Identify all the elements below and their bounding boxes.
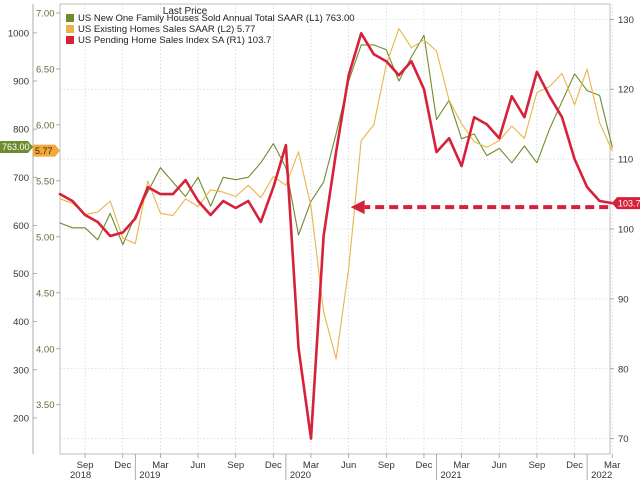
tick-label-l1: 600 (13, 221, 29, 232)
tick-label-l1: 400 (13, 317, 29, 328)
tick-label-x: Sep (77, 460, 94, 471)
axis-l2: 3.50 4.00 4.50 5.00 5.50 6.00 6.50 7.00 (36, 8, 60, 411)
legend-entry: US New One Family Houses Sold Annual Tot… (78, 13, 355, 24)
legend-entry: US Pending Home Sales Index SA (R1) 103.… (78, 35, 271, 46)
tick-label-l2: 5.50 (36, 176, 55, 187)
tick-label-l1: 500 (13, 269, 29, 280)
annotation-arrow (350, 200, 609, 215)
series-line-s1 (59, 34, 613, 246)
series-line-s3 (58, 31, 614, 440)
tick-label-x: Mar (303, 460, 319, 471)
value-badge-text: 103.7 (618, 198, 640, 208)
plot-area (59, 3, 611, 455)
tick-label-x: Mar (604, 460, 620, 471)
year-label: 2019 (139, 470, 160, 481)
tick-label-l2: 7.00 (36, 8, 55, 19)
tick-label-x: Jun (190, 460, 205, 471)
tick-label-l1: 1000 (8, 28, 29, 39)
year-label: 2018 (70, 470, 91, 481)
tick-label-r1: 120 (618, 85, 634, 96)
tick-label-x: Jun (341, 460, 356, 471)
tick-label-l2: 4.50 (36, 288, 55, 299)
legend-swatch (66, 25, 74, 33)
tick-label-l2: 6.50 (36, 64, 55, 75)
tick-label-x: Jun (492, 460, 507, 471)
x-axis: Sep Dec Mar Jun Sep Dec Mar Jun Sep Dec Mar Jun Sep D… (70, 454, 620, 481)
value-badge-s2: 5.77 (33, 144, 60, 157)
tick-label-x: Sep (227, 460, 244, 471)
tick-label-x: Mar (152, 460, 168, 471)
axis-l1: 200 300 400 500 600 700 800 900 1000 (8, 4, 37, 454)
year-label: 2021 (441, 470, 462, 481)
tick-label-l1: 800 (13, 125, 29, 136)
tick-label-l2: 6.00 (36, 120, 55, 131)
value-badges: 763.00 5.77 103.7 (0, 140, 640, 210)
tick-label-x: Dec (114, 460, 131, 471)
tick-label-r1: 70 (618, 434, 629, 445)
gridlines (60, 4, 613, 454)
tick-label-l1: 700 (13, 173, 29, 184)
tick-label-x: Dec (415, 460, 432, 471)
value-badge-s3: 103.7 (612, 197, 640, 210)
legend-title: Last Price (163, 6, 208, 17)
value-badge-s1: 763.00 (0, 140, 33, 153)
series-lines (58, 28, 614, 440)
tick-label-x: Dec (566, 460, 583, 471)
tick-label-r1: 90 (618, 294, 629, 305)
tick-label-x: Dec (265, 460, 282, 471)
tick-label-x: Sep (528, 460, 545, 471)
tick-label-l1: 300 (13, 365, 29, 376)
value-badge-text: 763.00 (2, 142, 30, 152)
legend-swatch (66, 14, 74, 22)
tick-label-l2: 5.00 (36, 232, 55, 243)
value-badge-text: 5.77 (35, 146, 53, 156)
arrow-head (350, 200, 365, 215)
legend: Last Price US New One Family Houses Sold… (66, 6, 355, 46)
tick-label-r1: 110 (618, 155, 633, 166)
tick-label-l2: 3.50 (36, 400, 55, 411)
axis-r1: 70 80 90 100 110 120 130 (610, 15, 634, 445)
tick-label-x: Mar (453, 460, 469, 471)
tick-label-r1: 130 (618, 15, 634, 26)
tick-label-r1: 80 (618, 364, 629, 375)
year-label: 2022 (591, 470, 612, 481)
year-label: 2020 (290, 470, 311, 481)
tick-label-r1: 100 (618, 225, 634, 236)
tick-label-l2: 4.00 (36, 344, 55, 355)
legend-swatch (66, 36, 74, 44)
tick-label-x: Sep (378, 460, 395, 471)
series-line-s2 (59, 28, 613, 360)
tick-label-l1: 900 (13, 77, 29, 88)
legend-entry: US Existing Homes Sales SAAR (L2) 5.77 (78, 24, 255, 35)
tick-label-l1: 200 (13, 413, 29, 424)
